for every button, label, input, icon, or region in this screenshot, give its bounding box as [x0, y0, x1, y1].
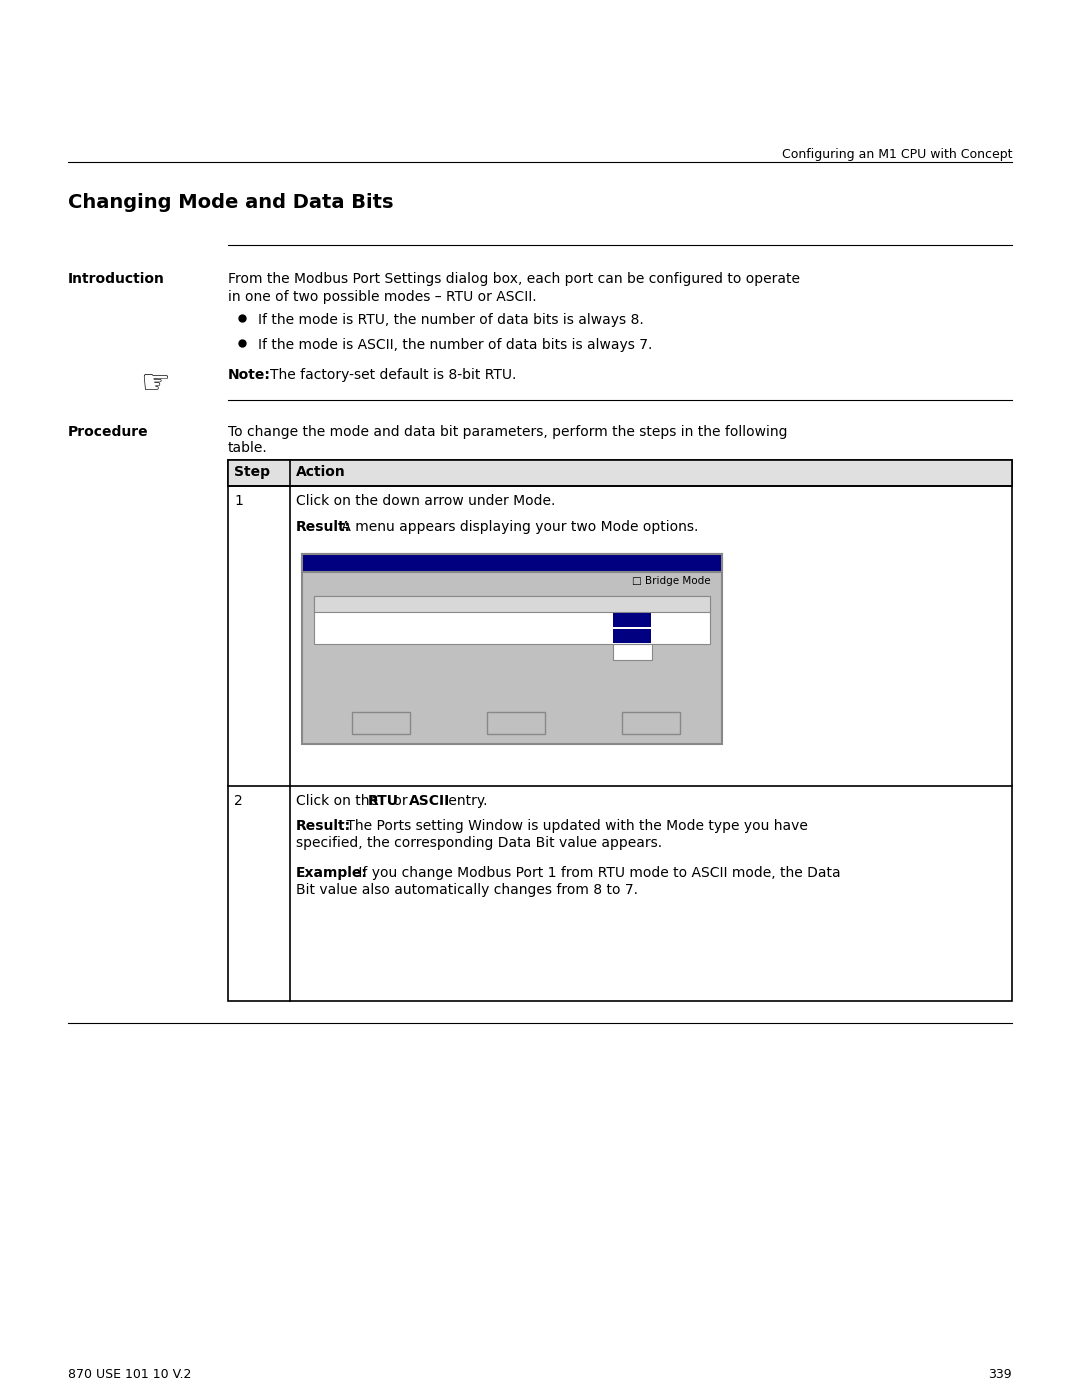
Text: ASCII: ASCII — [615, 645, 638, 655]
Text: table.: table. — [228, 441, 268, 455]
Text: Even: Even — [480, 630, 501, 638]
Text: 2: 2 — [234, 793, 243, 807]
Text: Address: Address — [568, 598, 609, 608]
Text: Baud: Baud — [338, 598, 364, 608]
Text: Introduction: Introduction — [68, 272, 165, 286]
Text: Click on the down arrow under Mode.: Click on the down arrow under Mode. — [296, 495, 555, 509]
Text: Note:: Note: — [228, 367, 271, 381]
Text: ☞: ☞ — [140, 367, 170, 400]
Text: ▾: ▾ — [507, 615, 510, 623]
Bar — [613, 629, 651, 643]
Bar — [314, 597, 710, 644]
Text: in one of two possible modes – RTU or ASCII.: in one of two possible modes – RTU or AS… — [228, 291, 537, 305]
Bar — [228, 460, 1012, 1002]
Text: specified, the corresponding Data Bit value appears.: specified, the corresponding Data Bit va… — [296, 835, 662, 849]
Text: To change the mode and data bit parameters, perform the steps in the following: To change the mode and data bit paramete… — [228, 425, 787, 439]
Text: OK: OK — [373, 717, 389, 726]
Text: RS232: RS232 — [657, 615, 686, 623]
Text: ASCII: ASCII — [409, 793, 450, 807]
Text: ▾: ▾ — [702, 615, 706, 623]
Bar — [613, 613, 651, 627]
Text: Help: Help — [638, 717, 664, 726]
Text: Result:: Result: — [296, 520, 351, 534]
Text: The factory-set default is 8-bit RTU.: The factory-set default is 8-bit RTU. — [270, 367, 516, 381]
Bar — [622, 712, 680, 733]
Text: RTU: RTU — [615, 615, 633, 623]
Text: Example:: Example: — [296, 866, 368, 880]
Bar — [314, 597, 710, 612]
Text: 8: 8 — [383, 615, 389, 623]
Bar — [302, 555, 723, 745]
Text: Cancel: Cancel — [497, 717, 535, 726]
Text: Stop bits: Stop bits — [428, 598, 474, 608]
Text: ▾: ▾ — [370, 615, 375, 623]
Text: □ Bridge Mode: □ Bridge Mode — [632, 576, 711, 585]
Text: If the mode is RTU, the number of data bits is always 8.: If the mode is RTU, the number of data b… — [258, 313, 644, 327]
Bar — [352, 712, 410, 733]
Text: 870 USE 101 10 V.2: 870 USE 101 10 V.2 — [68, 1368, 191, 1382]
Text: 339: 339 — [988, 1368, 1012, 1382]
Bar — [302, 555, 723, 571]
Text: 2: 2 — [318, 630, 323, 638]
Text: 1: 1 — [318, 615, 323, 623]
Text: From the Modbus Port Settings dialog box, each port can be configured to operate: From the Modbus Port Settings dialog box… — [228, 272, 800, 286]
Bar — [228, 460, 1012, 486]
Text: Changing Mode and Data Bits: Changing Mode and Data Bits — [68, 193, 393, 212]
Text: Modbus Port Settings: Modbus Port Settings — [308, 556, 427, 566]
Text: Click on the: Click on the — [296, 793, 382, 807]
Text: 10: 10 — [519, 615, 530, 623]
Text: entry.: entry. — [444, 793, 487, 807]
Bar — [613, 644, 652, 659]
Text: Protocol: Protocol — [656, 598, 699, 608]
Text: Configuring an M1 CPU with Concept: Configuring an M1 CPU with Concept — [782, 148, 1012, 161]
Text: Data bits: Data bits — [382, 598, 429, 608]
Text: Result:: Result: — [296, 819, 351, 833]
Text: If the mode is ASCII, the number of data bits is always 7.: If the mode is ASCII, the number of data… — [258, 338, 652, 352]
Bar — [487, 712, 545, 733]
Text: 1: 1 — [429, 630, 435, 638]
Text: ▾: ▾ — [370, 630, 375, 638]
Text: 9600: 9600 — [339, 615, 362, 623]
Text: Step: Step — [234, 465, 270, 479]
Text: Even: Even — [480, 615, 501, 623]
Text: RS485: RS485 — [657, 630, 686, 638]
Text: Mode: Mode — [615, 598, 642, 608]
Text: ▾: ▾ — [702, 630, 706, 638]
Text: Procedure: Procedure — [68, 425, 149, 439]
Text: The Ports setting Window is updated with the Mode type you have: The Ports setting Window is updated with… — [342, 819, 808, 833]
Text: A menu appears displaying your two Mode options.: A menu appears displaying your two Mode … — [337, 520, 699, 534]
Text: Delay [ms]: Delay [ms] — [518, 598, 572, 608]
Text: Parity: Parity — [478, 598, 509, 608]
Text: Bit value also automatically changes from 8 to 7.: Bit value also automatically changes fro… — [296, 883, 638, 897]
Text: or: or — [389, 793, 411, 807]
Text: 1: 1 — [234, 495, 243, 509]
Text: 1: 1 — [429, 615, 435, 623]
Text: If you change Modbus Port 1 from RTU mode to ASCII mode, the Data: If you change Modbus Port 1 from RTU mod… — [354, 866, 840, 880]
Text: 9600: 9600 — [339, 630, 362, 638]
Text: 1: 1 — [569, 615, 575, 623]
Text: 8: 8 — [383, 630, 389, 638]
Text: 1: 1 — [569, 630, 575, 638]
Text: RTU: RTU — [615, 630, 633, 638]
Text: ▾: ▾ — [507, 630, 510, 638]
Text: Action: Action — [296, 465, 346, 479]
Text: RTU: RTU — [368, 793, 399, 807]
Text: 10: 10 — [519, 630, 530, 638]
